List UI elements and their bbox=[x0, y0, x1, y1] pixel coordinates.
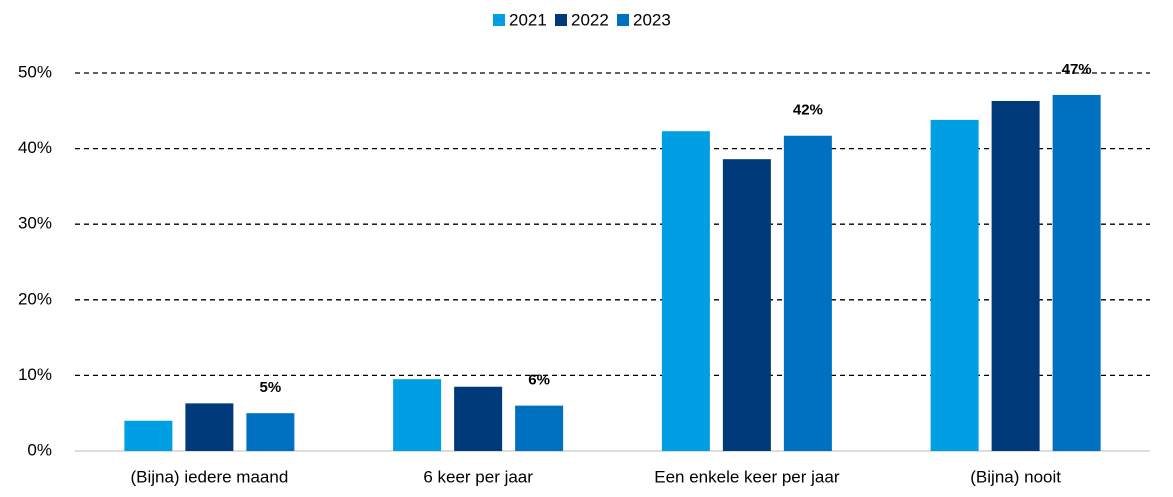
y-tick-label: 50% bbox=[18, 62, 52, 81]
legend-label: 2021 bbox=[509, 10, 547, 29]
bar bbox=[930, 119, 979, 451]
legend-swatch bbox=[617, 14, 629, 26]
bar bbox=[661, 131, 710, 451]
value-label: 5% bbox=[260, 379, 282, 396]
legend-swatch bbox=[493, 14, 505, 26]
x-tick-label: 6 keer per jaar bbox=[423, 467, 533, 486]
value-label: 42% bbox=[793, 102, 823, 119]
y-tick-label: 30% bbox=[18, 214, 52, 233]
bar bbox=[185, 403, 234, 451]
value-label: 47% bbox=[1062, 61, 1092, 78]
bar bbox=[393, 379, 442, 451]
x-tick-label: (Bijna) nooit bbox=[970, 467, 1061, 486]
bar bbox=[515, 405, 564, 451]
x-tick-label: (Bijna) iedere maand bbox=[130, 467, 288, 486]
value-label: 6% bbox=[528, 372, 550, 389]
legend-label: 2022 bbox=[571, 10, 609, 29]
bar bbox=[722, 159, 771, 451]
legend-label: 2023 bbox=[633, 10, 671, 29]
bar bbox=[991, 100, 1040, 452]
y-tick-label: 40% bbox=[18, 138, 52, 157]
bar bbox=[246, 413, 295, 451]
x-tick-label: Een enkele keer per jaar bbox=[654, 467, 840, 486]
bar bbox=[454, 386, 503, 451]
bar bbox=[124, 420, 173, 451]
bar bbox=[783, 135, 832, 452]
bar bbox=[1052, 94, 1101, 451]
y-tick-label: 20% bbox=[18, 289, 52, 308]
y-tick-label: 10% bbox=[18, 365, 52, 384]
legend-swatch bbox=[555, 14, 567, 26]
y-tick-label: 0% bbox=[27, 440, 52, 459]
